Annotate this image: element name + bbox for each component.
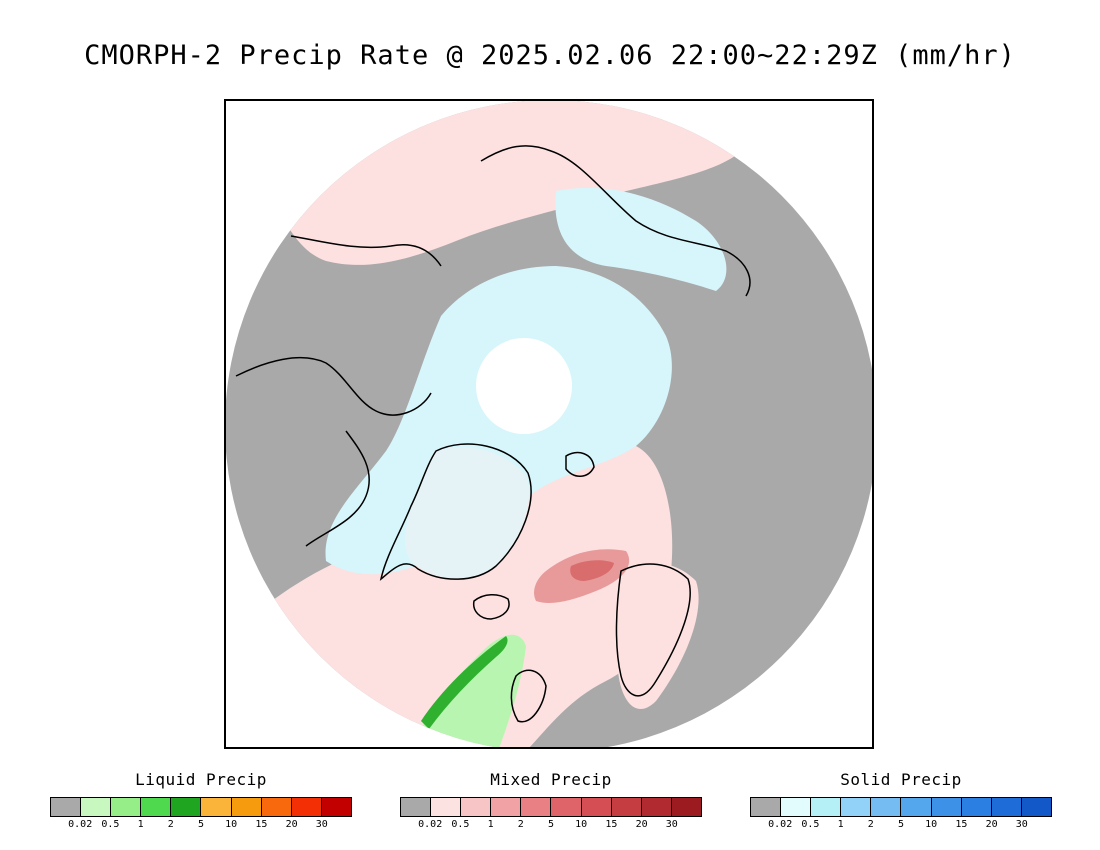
- legend-tick-label: 30: [665, 819, 678, 830]
- legend-swatch: [751, 798, 782, 816]
- legend-swatch: [641, 798, 672, 816]
- legend-tick-label: 5: [197, 819, 205, 830]
- legend-tick-label: 20: [635, 819, 648, 830]
- page-title: CMORPH-2 Precip Rate @ 2025.02.06 22:00~…: [84, 40, 1016, 71]
- legend-tick-label: 0.02: [418, 819, 443, 830]
- legend-swatch: [671, 798, 701, 816]
- coastline-scandinavia: [615, 563, 691, 697]
- legend-swatch: [991, 798, 1022, 816]
- legend-tick-label: 0.5: [101, 819, 120, 830]
- solid-precip-greenland: [405, 447, 530, 579]
- legend-tick-label: 10: [225, 819, 238, 830]
- legend-tick-label: 2: [167, 819, 174, 830]
- mixed-precip-scandinavia: [616, 562, 699, 710]
- legend-tick-label: 2: [517, 819, 524, 830]
- legend-tick-label: 30: [1015, 819, 1028, 830]
- coastline-siberia: [480, 145, 751, 297]
- legend-tick-label: 30: [315, 819, 328, 830]
- legend-tick-label: 1: [137, 819, 144, 830]
- legend-title: Mixed Precip: [490, 770, 612, 789]
- legend-swatch: [141, 798, 172, 816]
- legend-swatch: [231, 798, 262, 816]
- legend-tick-label: 0.02: [768, 819, 793, 830]
- legend-swatch: [611, 798, 642, 816]
- legend-swatch: [871, 798, 902, 816]
- liquid-precip-moderate: [421, 636, 508, 729]
- liquid-precip-light: [411, 634, 526, 747]
- legend-swatch: [401, 798, 432, 816]
- polar-precip-map[interactable]: [224, 99, 874, 749]
- legend-tick-label: 1: [487, 819, 494, 830]
- legend-swatch: [201, 798, 232, 816]
- legend-tick-label: 5: [547, 819, 555, 830]
- legend-ticks: 0.02 0.5 1 2 5 10 15 20 30: [50, 819, 352, 833]
- legend-swatch: [321, 798, 351, 816]
- legend-title: Liquid Precip: [135, 770, 267, 789]
- legend-mixed: Mixed Precip 0.02 0.5 1 2 5 10 15 20 30: [400, 770, 702, 833]
- legend-swatch: [81, 798, 112, 816]
- legend-tick-label: 5: [897, 819, 905, 830]
- coastline-svalbard: [565, 451, 595, 477]
- legend-tick-label: 15: [255, 819, 268, 830]
- legend-liquid: Liquid Precip 0.02 0.5 1 2 5 10 15 20 30: [50, 770, 352, 833]
- legend-colorbar: [400, 797, 702, 817]
- legend-swatch: [901, 798, 932, 816]
- legend-swatch: [171, 798, 202, 816]
- coastline-greenland: [379, 443, 532, 581]
- map-svg: [226, 101, 872, 747]
- legend-tick-label: 0.5: [801, 819, 820, 830]
- legend-title: Solid Precip: [840, 770, 962, 789]
- legend-tick-label: 10: [925, 819, 938, 830]
- legend-tick-label: 0.5: [451, 819, 470, 830]
- legend-swatch: [551, 798, 582, 816]
- legend-tick-label: 20: [285, 819, 298, 830]
- legend-swatch: [841, 798, 872, 816]
- legend-tick-label: 2: [867, 819, 874, 830]
- legend-swatch: [521, 798, 552, 816]
- legend-swatch: [781, 798, 812, 816]
- legend-swatch: [111, 798, 142, 816]
- mixed-precip-heavy: [570, 560, 614, 581]
- legend-ticks: 0.02 0.5 1 2 5 10 15 20 30: [750, 819, 1052, 833]
- legend-tick-label: 10: [575, 819, 588, 830]
- legend-swatch: [431, 798, 462, 816]
- legend-tick-label: 15: [955, 819, 968, 830]
- coastline-iceland: [472, 594, 510, 620]
- legend-tick-label: 1: [837, 819, 844, 830]
- coastline-alaska: [290, 235, 442, 267]
- legend-swatch: [1021, 798, 1051, 816]
- legend-swatch: [291, 798, 322, 816]
- solid-precip-siberia: [555, 187, 727, 291]
- legend-solid: Solid Precip 0.02 0.5 1 2 5 10 15 20 30: [750, 770, 1052, 833]
- legend-tick-label: 15: [605, 819, 618, 830]
- legend-swatch: [491, 798, 522, 816]
- legend-swatch: [261, 798, 292, 816]
- coastlines: [235, 145, 751, 723]
- legend-swatch: [51, 798, 82, 816]
- legend-swatch: [931, 798, 962, 816]
- coastline-british-isles: [510, 669, 547, 723]
- legend-ticks: 0.02 0.5 1 2 5 10 15 20 30: [400, 819, 702, 833]
- legend-colorbar: [50, 797, 352, 817]
- mixed-precip-atlantic: [246, 439, 673, 747]
- coastline-canada: [235, 356, 432, 547]
- legend-tick-label: 20: [985, 819, 998, 830]
- legend-tick-label: 0.02: [68, 819, 93, 830]
- legend-colorbar: [750, 797, 1052, 817]
- legend-swatch: [461, 798, 492, 816]
- solid-precip-core: [476, 338, 572, 434]
- legend-swatch: [961, 798, 992, 816]
- legend-swatch: [811, 798, 842, 816]
- legend-swatch: [581, 798, 612, 816]
